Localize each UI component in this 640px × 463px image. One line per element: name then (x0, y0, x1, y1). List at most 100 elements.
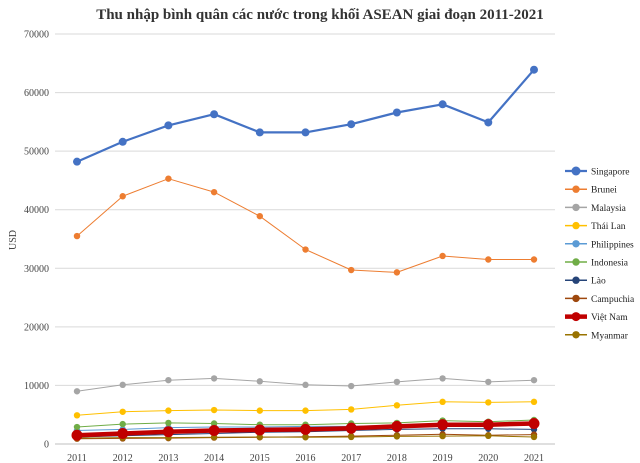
legend-label: Malaysia (591, 204, 627, 214)
legend-item: Campuchia (565, 294, 635, 305)
data-point (392, 108, 401, 117)
data-point (73, 157, 81, 166)
data-point (438, 100, 447, 109)
data-point (439, 398, 446, 406)
x-tick-label: 2015 (250, 453, 270, 463)
legend-label: Việt Nam (591, 313, 628, 323)
y-tick-label: 50000 (24, 147, 49, 158)
data-point (530, 65, 538, 74)
y-axis-ticks: 0 10000 20000 30000 40000 50000 60000 70000 (24, 30, 49, 451)
data-point (530, 398, 538, 406)
data-point (302, 407, 309, 414)
y-tick-label: 60000 (24, 88, 49, 99)
legend-label: Lào (591, 277, 606, 287)
data-point (210, 406, 218, 414)
data-point (210, 420, 218, 427)
y-tick-label: 70000 (24, 30, 49, 41)
data-point (393, 402, 401, 409)
data-point (255, 128, 264, 137)
legend-label: Campuchia (591, 295, 635, 305)
data-point (210, 110, 219, 119)
data-point (347, 120, 356, 129)
data-point (439, 432, 446, 440)
y-axis-label: USD (8, 230, 19, 250)
data-point (302, 381, 309, 389)
x-tick-label: 2011 (67, 453, 87, 463)
legend-swatch-marker (571, 312, 581, 322)
x-tick-label: 2018 (387, 453, 407, 463)
data-point (117, 427, 129, 439)
x-tick-label: 2021 (524, 453, 544, 463)
data-point (485, 378, 492, 386)
series-việt-nam (71, 418, 540, 441)
legend-swatch-marker (572, 276, 580, 284)
data-point (73, 232, 81, 240)
legend-label: Brunei (591, 186, 617, 196)
legend-swatch-marker (572, 185, 580, 193)
data-point (256, 378, 263, 385)
series-line (76, 178, 534, 273)
data-point (393, 269, 401, 276)
series-thái-lan (73, 398, 538, 419)
data-point (530, 256, 538, 263)
legend-item: Singapore (565, 166, 630, 178)
data-point (437, 419, 449, 431)
data-point (391, 420, 403, 432)
data-point (484, 118, 493, 127)
data-point (208, 425, 220, 437)
legend-item: Lào (565, 276, 606, 287)
data-point (165, 407, 172, 414)
legend-item: Thái Lan (565, 221, 626, 232)
series-singapore (73, 65, 538, 166)
x-tick-label: 2017 (341, 453, 361, 463)
data-point (439, 252, 446, 260)
x-tick-label: 2012 (113, 453, 133, 463)
data-point (482, 419, 494, 431)
data-point (485, 432, 492, 439)
data-point (302, 434, 309, 441)
data-point (300, 423, 311, 435)
data-point (256, 407, 263, 414)
y-tick-label: 20000 (24, 322, 49, 333)
x-tick-label: 2013 (158, 453, 178, 463)
x-tick-label: 2020 (478, 453, 498, 463)
legend-swatch-marker (571, 166, 581, 176)
legend-item: Philippines (565, 240, 634, 250)
series-malaysia (73, 375, 538, 395)
y-tick-label: 30000 (24, 264, 49, 275)
data-point (345, 422, 357, 434)
legend-label: Indonesia (591, 259, 629, 269)
legend-swatch-marker (572, 221, 580, 230)
data-point (73, 412, 81, 419)
data-point (348, 433, 355, 441)
x-tick-label: 2014 (204, 453, 224, 463)
data-point (485, 256, 492, 263)
legend-label: Philippines (591, 240, 634, 250)
data-point (71, 429, 83, 441)
data-point (118, 137, 127, 146)
data-point (256, 433, 263, 441)
data-point (73, 423, 81, 431)
data-point (162, 426, 174, 438)
legend-swatch-marker (572, 203, 580, 212)
data-point (73, 388, 81, 395)
series-line (76, 68, 535, 163)
legend-item: Malaysia (565, 203, 627, 214)
data-point (528, 418, 540, 429)
data-point (393, 433, 401, 440)
data-point (348, 406, 355, 413)
data-point (530, 433, 538, 441)
chart-title: Thu nhập bình quân các nước trong khối A… (96, 7, 544, 23)
data-point (119, 408, 126, 415)
legend-item: Việt Nam (565, 312, 628, 323)
data-point (348, 382, 355, 390)
x-tick-label: 2019 (433, 453, 453, 463)
y-tick-label: 10000 (24, 381, 49, 392)
legend-label: Thái Lan (591, 222, 626, 232)
legend-label: Myanmar (591, 331, 629, 341)
data-point (119, 420, 126, 428)
series-lines (71, 65, 540, 442)
legend-label: Singapore (591, 168, 630, 178)
data-point (165, 419, 172, 427)
